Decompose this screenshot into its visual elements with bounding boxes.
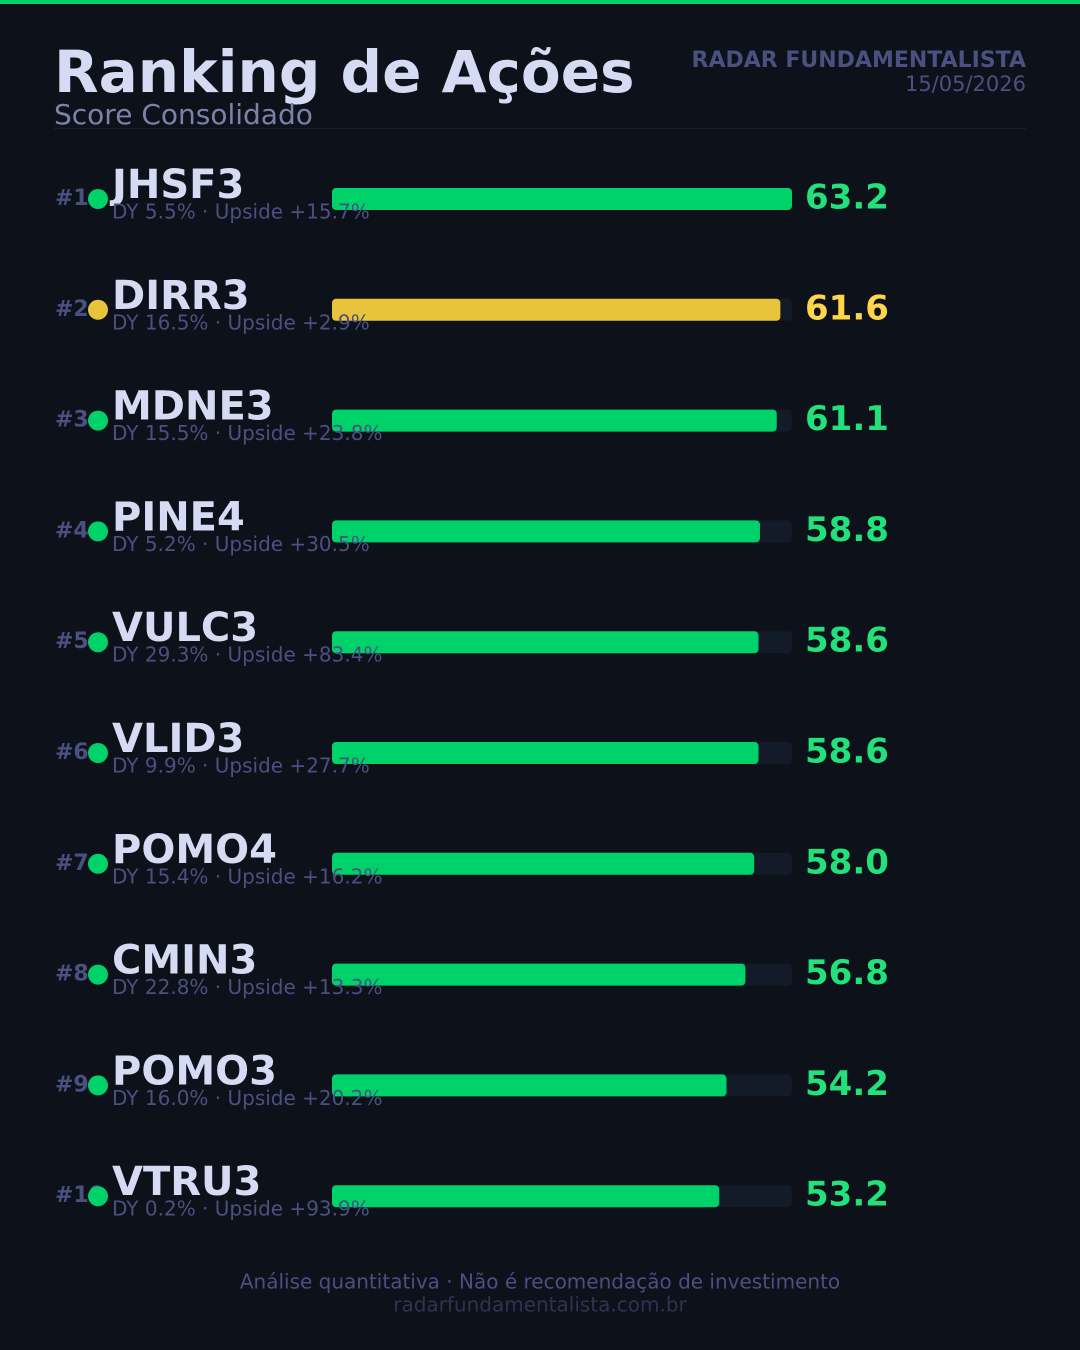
status-dot bbox=[88, 299, 108, 320]
details: DY 0.2% · Upside +93.9% bbox=[112, 1197, 370, 1221]
details: DY 29.3% · Upside +83.4% bbox=[112, 643, 382, 667]
status-dot bbox=[88, 853, 108, 874]
footer-note: Análise quantitativa · Não é recomendaçã… bbox=[240, 1270, 840, 1294]
footer-url: radarfundamentalista.com.br bbox=[393, 1293, 687, 1317]
details: DY 16.0% · Upside +20.2% bbox=[112, 1086, 382, 1110]
brand: RADAR FUNDAMENTALISTA bbox=[692, 48, 1026, 73]
status-dot bbox=[88, 410, 108, 431]
details: DY 9.9% · Upside +27.7% bbox=[112, 754, 370, 778]
date: 15/05/2026 bbox=[905, 72, 1026, 96]
bar bbox=[332, 298, 781, 321]
rank: #5 bbox=[55, 629, 89, 654]
details: DY 15.4% · Upside +16.2% bbox=[112, 864, 382, 888]
ticker: POMO4 bbox=[112, 827, 277, 873]
score: 54.2 bbox=[805, 1064, 889, 1104]
rank: #1 bbox=[55, 186, 89, 211]
rank: #7 bbox=[55, 851, 89, 876]
ticker: DIRR3 bbox=[112, 273, 250, 319]
ticker: VTRU3 bbox=[112, 1159, 261, 1205]
ticker: JHSF3 bbox=[109, 162, 244, 208]
bar bbox=[332, 188, 792, 210]
bar bbox=[332, 852, 755, 875]
bar bbox=[332, 520, 760, 543]
top-border bbox=[0, 0, 1080, 4]
rank: #8 bbox=[55, 962, 89, 987]
score: 58.0 bbox=[805, 842, 889, 882]
title: Ranking de Ações bbox=[54, 38, 635, 106]
details: DY 16.5% · Upside +2.9% bbox=[112, 310, 370, 334]
ticker: VLID3 bbox=[112, 716, 244, 762]
rank: #2 bbox=[55, 297, 89, 322]
bar bbox=[332, 631, 759, 654]
details: DY 15.5% · Upside +23.8% bbox=[112, 421, 382, 445]
status-dot bbox=[88, 632, 108, 653]
bar bbox=[332, 409, 777, 432]
score: 58.6 bbox=[805, 621, 889, 661]
score: 63.2 bbox=[805, 178, 889, 218]
ticker: VULC3 bbox=[112, 605, 258, 651]
ticker: PINE4 bbox=[112, 494, 245, 540]
bar bbox=[332, 1074, 727, 1097]
bar bbox=[332, 742, 759, 764]
rank: #3 bbox=[55, 408, 89, 433]
ticker: MDNE3 bbox=[112, 384, 274, 430]
status-dot bbox=[88, 1075, 108, 1096]
score: 58.8 bbox=[805, 510, 889, 550]
status-dot bbox=[88, 743, 108, 763]
rank: #4 bbox=[55, 518, 89, 543]
ticker: POMO3 bbox=[112, 1048, 277, 1094]
subtitle: Score Consolidado bbox=[54, 98, 313, 131]
status-dot bbox=[88, 521, 108, 542]
details: DY 22.8% · Upside +13.3% bbox=[112, 975, 382, 999]
details: DY 5.2% · Upside +30.5% bbox=[112, 532, 370, 556]
score: 61.1 bbox=[805, 399, 889, 439]
details: DY 5.5% · Upside +15.7% bbox=[112, 200, 370, 224]
ticker: CMIN3 bbox=[112, 938, 257, 984]
bar bbox=[332, 963, 746, 986]
score: 56.8 bbox=[805, 953, 889, 993]
score: 61.6 bbox=[805, 288, 889, 328]
status-dot bbox=[88, 1186, 108, 1207]
status-dot bbox=[88, 189, 108, 209]
score: 58.6 bbox=[805, 732, 889, 772]
status-dot bbox=[88, 964, 108, 985]
score: 53.2 bbox=[805, 1175, 889, 1215]
rank: #9 bbox=[55, 1072, 89, 1097]
rank: #6 bbox=[55, 740, 89, 765]
bar bbox=[332, 1185, 720, 1208]
